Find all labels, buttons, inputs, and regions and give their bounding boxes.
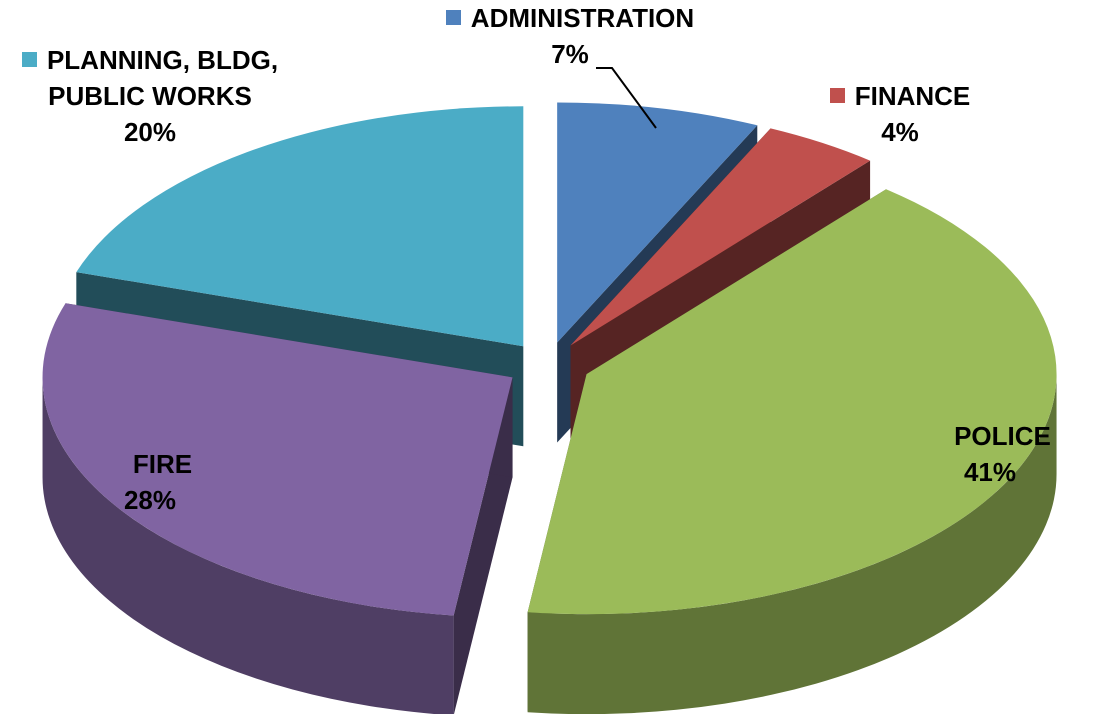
slice-top bbox=[76, 106, 524, 347]
category-label: FIRE bbox=[132, 449, 193, 479]
legend-key bbox=[445, 10, 461, 25]
slice bbox=[42, 303, 513, 714]
legend-key bbox=[107, 456, 123, 471]
value-label: 4% bbox=[881, 117, 919, 147]
category-label: ADMINISTRATION bbox=[470, 3, 695, 33]
slice-top bbox=[527, 189, 1057, 615]
data-label: FINANCE 4% bbox=[750, 78, 1050, 150]
legend-key bbox=[21, 52, 37, 67]
value-label: 28% bbox=[123, 485, 177, 515]
legend-key bbox=[829, 88, 845, 103]
category-label: POLICE bbox=[954, 421, 1051, 451]
data-label: PLANNING, BLDG, PUBLIC WORKS 20% bbox=[0, 42, 300, 150]
slice-top bbox=[557, 102, 758, 343]
slice bbox=[527, 189, 1057, 714]
value-label: 20% bbox=[123, 117, 177, 147]
leader-line bbox=[596, 67, 657, 129]
slice-top bbox=[42, 303, 513, 616]
slice-side bbox=[527, 374, 1057, 714]
value-label: 41% bbox=[963, 457, 1017, 487]
slice-top bbox=[570, 128, 871, 346]
category-label: FINANCE bbox=[854, 81, 971, 111]
slice-side bbox=[42, 377, 454, 714]
data-label: ADMINISTRATION 7% bbox=[370, 0, 770, 72]
data-label: FIRE 28% bbox=[50, 446, 250, 518]
value-label: 7% bbox=[551, 39, 589, 69]
slices bbox=[42, 102, 1057, 714]
legend-key bbox=[929, 428, 945, 443]
data-label: POLICE 41% bbox=[890, 418, 1090, 490]
category-label: PLANNING, BLDG, PUBLIC WORKS bbox=[46, 45, 279, 111]
